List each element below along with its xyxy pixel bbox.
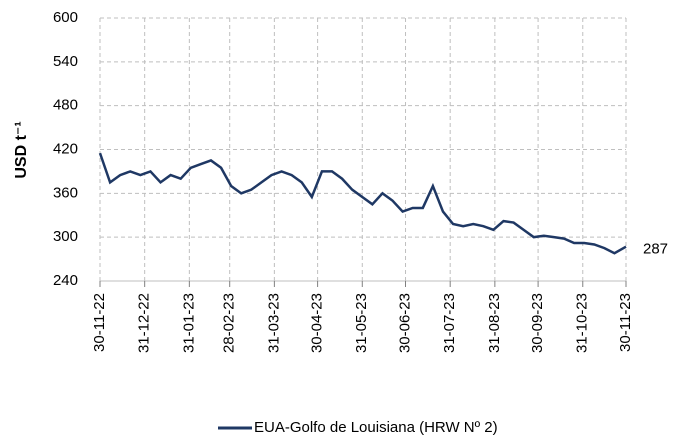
end-value-label: 287 <box>643 241 668 258</box>
y-tick-label: 240 <box>53 272 78 289</box>
y-tick-label: 300 <box>53 228 78 245</box>
y-tick-label: 420 <box>53 140 78 157</box>
x-tick-label: 31-01-23 <box>180 293 197 353</box>
y-tick-label: 540 <box>53 53 78 70</box>
x-tick-label: 30-06-23 <box>396 293 413 353</box>
x-tick-label: 30-09-23 <box>529 293 546 353</box>
y-axis-label: USD t⁻¹ <box>13 121 30 178</box>
x-tick-label: 31-03-23 <box>265 293 282 353</box>
x-tick-label: 30-04-23 <box>309 293 326 353</box>
y-tick-label: 480 <box>53 97 78 114</box>
x-tick-label: 31-07-23 <box>441 293 458 353</box>
y-tick-label: 600 <box>53 9 78 26</box>
line <box>98 152 627 255</box>
x-tick-label: 30-11-23 <box>617 293 634 352</box>
x-tick-label: 31-05-23 <box>353 293 370 353</box>
y-tick-label: 360 <box>53 184 78 201</box>
x-tick-label: 31-08-23 <box>486 293 503 353</box>
x-tick-label: 30-11-22 <box>91 293 108 352</box>
x-tick-label: 28-02-23 <box>221 293 238 353</box>
legend-label: EUA-Golfo de Louisiana (HRW Nº 2) <box>254 419 498 436</box>
x-tick-label: 31-12-22 <box>136 293 153 353</box>
x-tick-label: 31-10-23 <box>574 293 591 353</box>
